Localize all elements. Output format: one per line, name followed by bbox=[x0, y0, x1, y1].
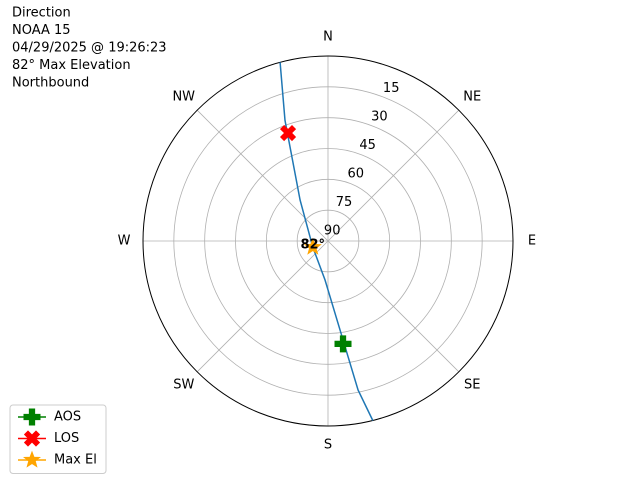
legend-marker bbox=[23, 430, 41, 447]
marker-plus bbox=[334, 335, 352, 353]
grid-spoke bbox=[196, 109, 329, 242]
r-tick-label: 45 bbox=[359, 138, 376, 153]
legend-label: LOS bbox=[54, 431, 79, 446]
theta-tick-label: NE bbox=[463, 89, 481, 104]
r-tick-label: 15 bbox=[383, 81, 400, 96]
marker-star bbox=[303, 237, 322, 255]
title-line: NOAA 15 bbox=[12, 23, 71, 38]
title-line: Northbound bbox=[12, 76, 89, 91]
theta-tick-label: N bbox=[323, 30, 333, 45]
legend-marker bbox=[23, 450, 41, 468]
title-line: 82° Max Elevation bbox=[12, 58, 131, 73]
polar-frame bbox=[142, 55, 514, 427]
title-line: Direction bbox=[12, 6, 71, 21]
legend-marker bbox=[23, 408, 41, 426]
theta-tick-label: S bbox=[324, 438, 332, 453]
theta-tick-label: SW bbox=[173, 378, 194, 393]
legend-label: AOS bbox=[54, 410, 81, 425]
r-tick-label: 90 bbox=[324, 223, 341, 238]
grid-spoke bbox=[327, 240, 460, 373]
data-label: 82° bbox=[300, 238, 325, 253]
theta-tick-label: E bbox=[528, 234, 536, 249]
grid-spoke bbox=[196, 240, 329, 373]
title-line: 04/29/2025 @ 19:26:23 bbox=[12, 41, 167, 56]
marker-x bbox=[279, 124, 297, 142]
theta-tick-label: NW bbox=[172, 89, 195, 104]
r-tick-label: 75 bbox=[336, 195, 353, 210]
theta-tick-label: W bbox=[118, 234, 131, 249]
r-tick-label: 60 bbox=[348, 166, 365, 181]
r-tick-label: 30 bbox=[371, 109, 388, 124]
theta-tick-label: SE bbox=[464, 378, 480, 393]
grid-spoke bbox=[327, 109, 460, 242]
legend-label: Max El bbox=[54, 453, 97, 468]
